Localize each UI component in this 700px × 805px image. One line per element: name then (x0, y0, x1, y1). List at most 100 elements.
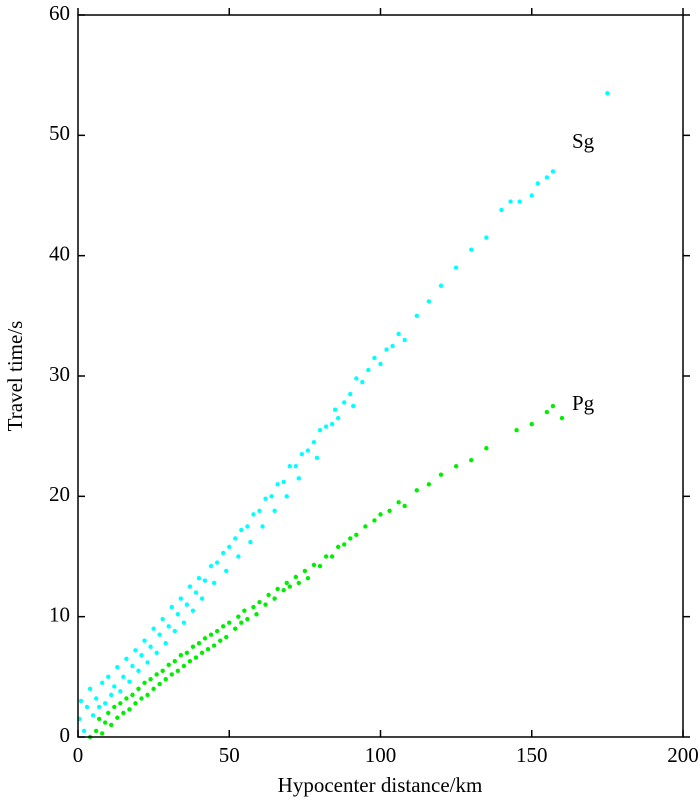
data-point (193, 655, 199, 660)
data-point (351, 403, 356, 409)
data-point (348, 391, 353, 397)
data-point (233, 626, 238, 631)
data-point (260, 524, 265, 529)
data-point (130, 663, 135, 669)
data-point (329, 554, 335, 559)
data-point (360, 379, 365, 385)
data-point (508, 199, 513, 204)
data-point (172, 628, 177, 634)
data-point (248, 539, 253, 545)
data-point (202, 636, 208, 641)
data-point (166, 624, 171, 629)
data-point (211, 580, 217, 586)
data-point (175, 668, 181, 674)
data-point (550, 403, 556, 409)
data-point (342, 400, 347, 405)
data-point (78, 698, 84, 704)
data-point (181, 620, 187, 625)
data-point (217, 638, 223, 643)
x-tick-label: 100 (365, 743, 397, 767)
data-point (93, 696, 99, 701)
data-point (196, 640, 202, 646)
data-point (121, 674, 126, 680)
data-point (236, 554, 241, 559)
data-point (151, 686, 156, 692)
data-point (438, 283, 444, 288)
data-point (366, 367, 371, 373)
data-point (378, 361, 383, 367)
data-point (84, 704, 90, 710)
data-point (387, 508, 392, 513)
data-point (390, 343, 395, 349)
data-point (535, 181, 540, 186)
data-point (112, 704, 117, 710)
data-point (239, 620, 244, 625)
data-point (184, 650, 190, 655)
data-point (281, 587, 286, 593)
data-point (499, 207, 504, 213)
data-point (202, 578, 208, 583)
data-point (517, 199, 522, 204)
data-point (254, 612, 259, 617)
data-point (175, 612, 181, 617)
data-point (160, 668, 165, 674)
data-point (166, 662, 171, 667)
data-point (354, 532, 359, 538)
data-point (348, 536, 353, 541)
data-point (544, 409, 550, 415)
data-point (275, 586, 280, 592)
series-label: Pg (572, 391, 595, 415)
data-point (130, 692, 135, 698)
data-point (402, 503, 407, 509)
y-tick-label: 50 (49, 121, 70, 145)
data-point (96, 704, 102, 710)
data-point (269, 494, 274, 499)
y-tick-label: 60 (49, 1, 70, 25)
y-tick-label: 30 (49, 362, 70, 386)
x-tick-label: 200 (667, 743, 699, 767)
data-point (354, 376, 359, 381)
x-axis-label: Hypocenter distance/km (278, 773, 483, 797)
data-point (332, 407, 338, 412)
data-point (227, 544, 232, 550)
data-point (151, 626, 156, 631)
data-point (109, 692, 114, 698)
data-point (100, 680, 105, 686)
data-point (263, 602, 268, 607)
data-point (372, 518, 377, 523)
data-point (181, 663, 187, 669)
data-point (275, 482, 280, 487)
data-point (438, 472, 444, 477)
data-point (335, 415, 341, 421)
data-point (139, 652, 144, 658)
data-point (323, 554, 329, 559)
data-point (127, 707, 132, 712)
data-point (163, 677, 168, 682)
data-point (245, 524, 250, 529)
data-point (236, 614, 241, 619)
data-point (169, 604, 174, 610)
data-point (157, 681, 162, 687)
data-point (133, 701, 138, 706)
data-point (263, 496, 268, 501)
data-point (157, 632, 162, 637)
data-point (227, 620, 232, 625)
data-point (302, 568, 308, 574)
data-point (224, 568, 229, 574)
data-point (121, 710, 126, 716)
data-point (214, 628, 220, 634)
data-point (109, 722, 114, 728)
data-point (133, 648, 138, 653)
data-point (199, 650, 205, 655)
data-point (257, 600, 262, 605)
data-point (208, 563, 214, 569)
data-point (184, 602, 190, 607)
data-point (196, 575, 202, 581)
data-point (242, 608, 247, 613)
data-point (193, 590, 199, 595)
data-point (281, 479, 286, 485)
data-point (81, 728, 87, 734)
x-tick-label: 0 (73, 743, 84, 767)
data-point (190, 608, 196, 613)
